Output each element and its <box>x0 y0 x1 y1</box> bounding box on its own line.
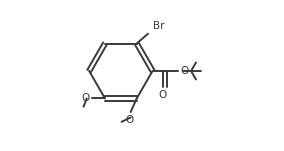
Text: O: O <box>81 93 89 103</box>
Text: Br: Br <box>153 21 164 31</box>
Text: O: O <box>181 66 189 76</box>
Text: O: O <box>126 115 134 125</box>
Text: O: O <box>158 90 166 100</box>
